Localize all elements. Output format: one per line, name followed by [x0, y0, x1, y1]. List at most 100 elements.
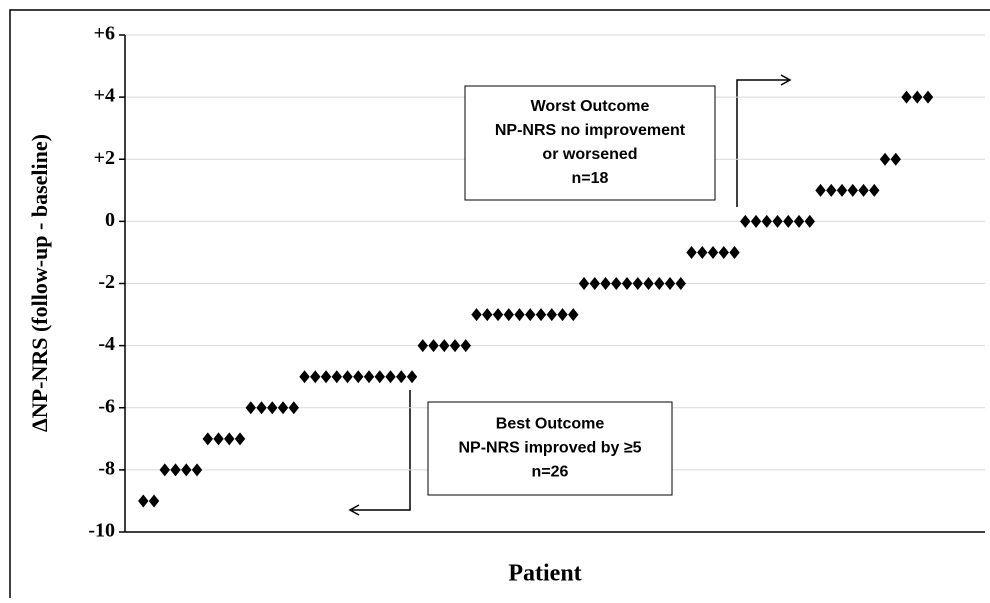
point [277, 401, 289, 415]
point [750, 214, 762, 228]
point [879, 152, 891, 166]
point [761, 214, 772, 228]
point [869, 183, 880, 197]
point [482, 308, 493, 322]
point [847, 183, 858, 197]
point [707, 245, 719, 259]
point [664, 277, 676, 290]
point [793, 214, 805, 228]
point [772, 214, 783, 228]
point [621, 277, 633, 290]
point [148, 494, 160, 508]
y-tick-label: -8 [98, 457, 115, 479]
arrows [348, 74, 792, 516]
point [428, 339, 439, 353]
annotation-text: n=18 [572, 170, 609, 187]
point [310, 370, 321, 384]
frame [9, 9, 990, 603]
point [546, 308, 557, 322]
point [589, 277, 600, 290]
point [815, 183, 826, 197]
point [686, 245, 697, 259]
point [611, 277, 622, 290]
arrow-best [352, 390, 411, 511]
point [363, 370, 375, 384]
point [417, 339, 428, 353]
point [804, 214, 815, 228]
point [385, 370, 396, 384]
point [234, 432, 246, 446]
y-tick-label: -6 [98, 395, 115, 417]
point [890, 152, 901, 166]
arrow-worst [736, 79, 788, 207]
annotation-text: NP-NRS no improvement [495, 122, 686, 139]
point [406, 370, 418, 384]
annotation-text: NP-NRS improved by ≥5 [458, 440, 641, 457]
point [288, 401, 299, 415]
point [449, 339, 461, 353]
point [471, 308, 482, 322]
point [826, 183, 837, 197]
y-tick-label: -4 [98, 333, 115, 355]
annotation-text: n=26 [532, 464, 569, 481]
point [460, 339, 471, 353]
point [675, 277, 686, 290]
y-tick-label: +2 [94, 147, 115, 169]
point [912, 90, 923, 104]
point [525, 308, 536, 322]
y-tick-label: -2 [98, 271, 115, 293]
point [783, 214, 794, 228]
point [224, 432, 235, 446]
arrow-head [780, 74, 792, 86]
point [245, 401, 256, 415]
point [578, 277, 590, 290]
point [858, 183, 869, 197]
point [213, 432, 224, 446]
point [557, 308, 568, 322]
point [514, 308, 525, 322]
point [600, 277, 611, 290]
point [901, 90, 912, 104]
arrow-head [348, 504, 360, 516]
annotation-box [464, 85, 716, 201]
point [353, 370, 364, 384]
y-tick-label: -10 [88, 520, 115, 542]
point [654, 277, 665, 290]
point [632, 277, 643, 290]
point [836, 183, 848, 197]
annotation-text: Best Outcome [496, 416, 605, 433]
point [439, 339, 450, 353]
point [202, 432, 213, 446]
point [342, 370, 353, 384]
x-axis-label: Patient [508, 561, 581, 587]
point [729, 245, 740, 259]
point [740, 214, 751, 228]
y-tick-label: 0 [105, 209, 115, 231]
point [191, 463, 203, 477]
point [697, 245, 708, 259]
point [299, 370, 310, 384]
point [320, 370, 332, 384]
point [159, 463, 170, 477]
point [535, 308, 547, 322]
point [922, 90, 934, 104]
annotation-text: Worst Outcome [531, 98, 650, 115]
y-tick-label: +4 [94, 85, 115, 107]
y-tick-label: +6 [94, 23, 115, 45]
point [331, 370, 342, 384]
point [718, 245, 729, 259]
point [503, 308, 514, 322]
point [181, 463, 192, 477]
point [170, 463, 181, 477]
point [492, 308, 504, 322]
point [643, 277, 654, 290]
annotation-box [427, 401, 673, 496]
point [138, 494, 149, 508]
annotation-text: or worsened [542, 146, 637, 163]
point [267, 401, 278, 415]
point [568, 308, 579, 322]
y-axis-label: ΔNP-NRS (follow-up - baseline) [27, 134, 52, 432]
point [256, 401, 267, 415]
point [396, 370, 407, 384]
